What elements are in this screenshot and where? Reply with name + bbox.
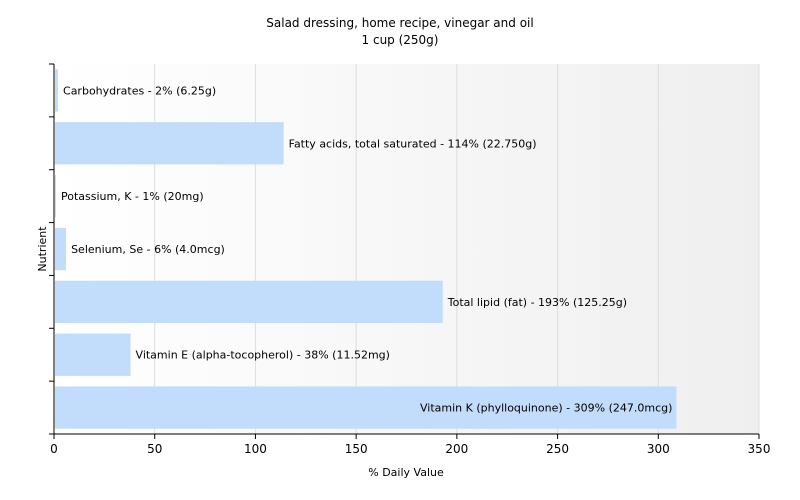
x-axis-ticks: 0 50 100 150 200 250 300 350 <box>50 434 770 456</box>
bar <box>55 280 443 323</box>
x-tick-label: 50 <box>147 442 162 456</box>
x-tick-label: 350 <box>748 442 771 456</box>
y-axis-label: Nutrient <box>36 226 49 272</box>
x-tick-label: 250 <box>546 442 569 456</box>
x-tick-label: 100 <box>244 442 267 456</box>
y-axis-ticks <box>49 63 54 435</box>
axes <box>53 64 759 435</box>
bar-value-label: Potassium, K - 1% (20mg) <box>61 190 204 203</box>
x-tick-label: 300 <box>647 442 670 456</box>
bar-value-label: Selenium, Se - 6% (4.0mcg) <box>71 243 225 256</box>
x-axis-label: % Daily Value <box>368 466 444 479</box>
bar <box>55 175 57 218</box>
bar-value-label: Vitamin E (alpha-tocopherol) - 38% (11.5… <box>136 349 390 362</box>
bar <box>55 333 131 376</box>
bar-value-label: Carbohydrates - 2% (6.25g) <box>63 84 216 97</box>
bar-value-label: Total lipid (fat) - 193% (125.25g) <box>447 296 627 309</box>
bars: Carbohydrates - 2% (6.25g) Fatty acids, t… <box>55 69 677 429</box>
bar <box>55 386 677 429</box>
bar-value-label: Vitamin K (phylloquinone) - 309% (247.0m… <box>420 402 672 415</box>
x-tick-label: 150 <box>345 442 368 456</box>
bar <box>55 122 284 165</box>
bar-value-label: Fatty acids, total saturated - 114% (22.… <box>289 137 537 150</box>
x-tick-label: 0 <box>50 442 58 456</box>
chart-title: Salad dressing, home recipe, vinegar and… <box>266 16 533 30</box>
x-tick-label: 200 <box>445 442 468 456</box>
bar <box>55 69 59 112</box>
bar <box>55 227 67 271</box>
chart-subtitle: 1 cup (250g) <box>362 33 439 47</box>
